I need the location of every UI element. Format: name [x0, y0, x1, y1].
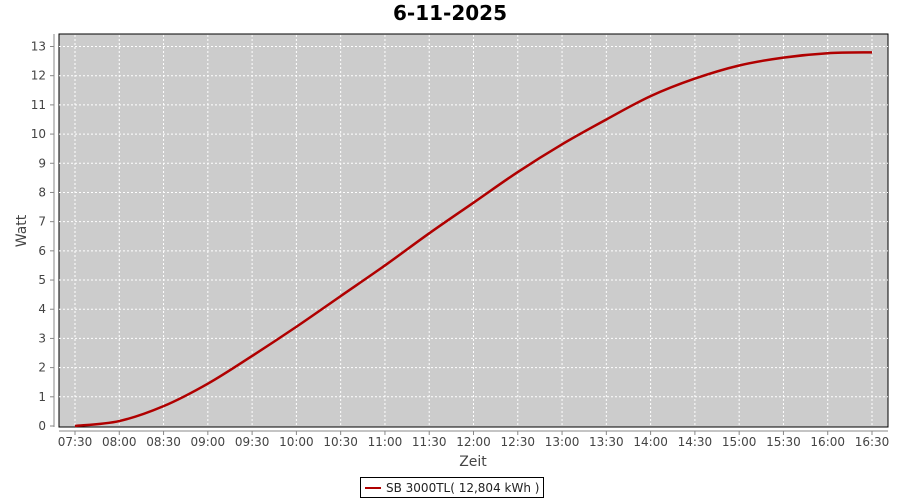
x-tick-label: 11:30 — [412, 435, 447, 449]
x-tick-label: 13:30 — [589, 435, 624, 449]
y-tick-label: 2 — [38, 361, 46, 375]
y-tick-label: 1 — [38, 390, 46, 404]
y-tick-label: 8 — [38, 185, 46, 199]
y-tick-label: 9 — [38, 156, 46, 170]
y-axis-label: Watt — [14, 214, 30, 247]
y-tick-label: 6 — [38, 244, 46, 258]
legend-label: SB 3000TL( 12,804 kWh ) — [386, 480, 540, 495]
x-tick-label: 10:30 — [323, 435, 358, 449]
x-tick-label: 12:30 — [500, 435, 535, 449]
y-tick-label: 3 — [38, 331, 46, 345]
legend-swatch — [365, 486, 381, 489]
x-tick-label: 09:00 — [191, 435, 226, 449]
x-tick-label: 11:00 — [368, 435, 403, 449]
x-tick-label: 16:00 — [810, 435, 845, 449]
y-tick-label: 10 — [31, 127, 46, 141]
x-tick-label: 10:00 — [279, 435, 314, 449]
x-tick-label: 09:30 — [235, 435, 270, 449]
x-tick-label: 15:30 — [766, 435, 801, 449]
chart-title: 6-11-2025 — [392, 1, 507, 25]
x-tick-label: 07:30 — [58, 435, 93, 449]
x-tick-label: 08:00 — [102, 435, 137, 449]
y-tick-label: 5 — [38, 273, 46, 287]
series-line — [74, 51, 873, 428]
y-tick-label: 12 — [31, 69, 46, 83]
y-tick-label: 7 — [38, 215, 46, 229]
x-tick-label: 16:30 — [855, 435, 890, 449]
x-tick-label: 14:30 — [678, 435, 713, 449]
x-tick-label: 14:00 — [633, 435, 668, 449]
x-axis-label: Zeit — [459, 454, 487, 470]
x-tick-label: 08:30 — [146, 435, 181, 449]
y-tick-label: 4 — [38, 302, 46, 316]
y-tick-label: 0 — [38, 419, 46, 433]
x-tick-label: 13:00 — [545, 435, 580, 449]
legend: SB 3000TL( 12,804 kWh ) — [360, 477, 545, 498]
y-tick-label: 13 — [31, 40, 46, 54]
x-tick-label: 15:00 — [722, 435, 757, 449]
x-tick-label: 12:00 — [456, 435, 491, 449]
y-tick-label: 11 — [31, 98, 46, 112]
